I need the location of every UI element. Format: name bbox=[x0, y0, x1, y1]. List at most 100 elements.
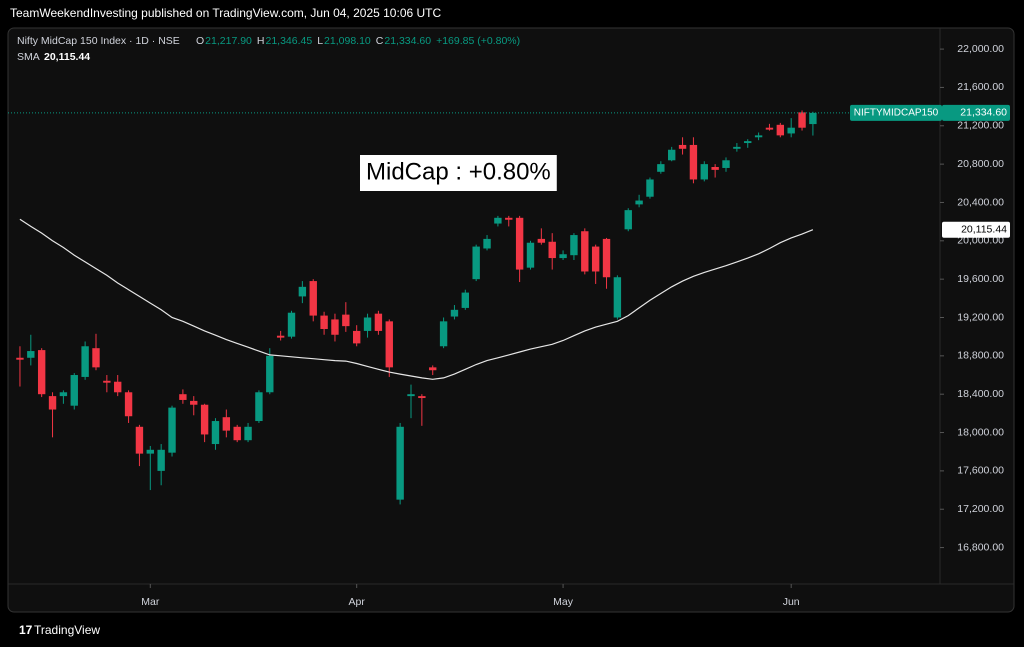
candle-body bbox=[505, 217, 513, 220]
candle-body bbox=[689, 144, 698, 180]
candle-body bbox=[255, 392, 263, 422]
candle-body bbox=[37, 350, 46, 395]
candle-body bbox=[276, 335, 285, 338]
symbol-tag bbox=[850, 104, 942, 121]
candle-body bbox=[200, 404, 209, 435]
ohlc-key: H bbox=[257, 35, 265, 47]
ohlc-value: 21,334.60 bbox=[384, 35, 431, 47]
candle-body bbox=[103, 380, 111, 383]
candle-body bbox=[602, 238, 611, 278]
y-tick-label: 16,800.00 bbox=[957, 541, 1004, 553]
candle-body bbox=[266, 355, 274, 393]
sma-price-label: 20,115.44 bbox=[961, 224, 1007, 236]
candle-body bbox=[16, 357, 24, 360]
candle-body bbox=[646, 179, 654, 197]
candle-body bbox=[309, 281, 317, 316]
candle-body bbox=[494, 217, 502, 224]
y-tick-label: 22,000.00 bbox=[957, 43, 1004, 55]
y-tick-label: 18,800.00 bbox=[957, 350, 1004, 362]
candle-body bbox=[635, 200, 643, 205]
candle-body bbox=[537, 238, 546, 243]
candle-body bbox=[244, 426, 252, 441]
annotation-box bbox=[360, 155, 557, 191]
y-tick-label: 18,400.00 bbox=[957, 388, 1004, 400]
candle-body bbox=[765, 127, 774, 130]
candle-body bbox=[809, 112, 817, 125]
ohlc-key: C bbox=[376, 35, 384, 47]
annotation: MidCap : +0.80% bbox=[366, 158, 551, 185]
sma-line bbox=[19, 218, 814, 380]
candle-body bbox=[591, 246, 600, 272]
candle-body bbox=[418, 396, 426, 399]
candle-body bbox=[570, 235, 578, 256]
candle-body bbox=[168, 407, 176, 453]
logo-mark: 17 bbox=[19, 623, 33, 637]
candle-body bbox=[81, 346, 89, 377]
y-tick-label: 17,600.00 bbox=[957, 465, 1004, 477]
legend: Nifty MidCap 150 Index · 1D · NSE SMA 20… bbox=[17, 35, 520, 63]
candle-body bbox=[59, 392, 68, 397]
candle-body bbox=[744, 141, 752, 144]
y-tick-label: 20,400.00 bbox=[957, 196, 1004, 208]
symbol-title: Nifty MidCap 150 Index · 1D · NSE bbox=[17, 35, 180, 47]
y-tick-label: 19,200.00 bbox=[957, 311, 1004, 323]
candle-body bbox=[657, 164, 665, 172]
ohlc-value: 21,346.45 bbox=[265, 35, 312, 47]
chart-frame bbox=[7, 27, 1015, 613]
candle-body bbox=[374, 313, 383, 331]
y-tick-label: 21,200.00 bbox=[957, 120, 1004, 132]
candle-body bbox=[722, 160, 730, 168]
candle-body bbox=[624, 210, 632, 230]
candle-body bbox=[352, 330, 361, 344]
sma-name: SMA bbox=[17, 51, 40, 63]
candle-body bbox=[613, 277, 622, 318]
x-tick-label: Mar bbox=[141, 596, 160, 608]
candle-body bbox=[331, 319, 339, 335]
last-price-label: 21,334.60 bbox=[960, 107, 1007, 119]
candle-body bbox=[146, 449, 154, 454]
candle-body bbox=[211, 421, 220, 445]
candle-body bbox=[114, 381, 122, 393]
candle-body bbox=[515, 217, 524, 270]
candle-body bbox=[298, 286, 307, 297]
sma-value: 20,115.44 bbox=[44, 51, 90, 63]
candle-body bbox=[190, 400, 198, 405]
sma-price-tag bbox=[942, 221, 1010, 238]
candle-body bbox=[157, 449, 165, 471]
candle-body bbox=[798, 112, 806, 128]
candle-body bbox=[559, 254, 567, 259]
y-tick-label: 21,600.00 bbox=[957, 81, 1004, 93]
x-tick-label: Jun bbox=[783, 596, 800, 608]
candle-body bbox=[385, 321, 393, 368]
candle-body bbox=[472, 246, 480, 280]
candle-body bbox=[787, 127, 795, 134]
candle-body bbox=[222, 417, 231, 431]
candle-body bbox=[439, 321, 448, 347]
candle-body bbox=[668, 149, 676, 161]
ohlc-key: O bbox=[196, 35, 204, 47]
candle-body bbox=[342, 314, 350, 327]
ohlc-key: L bbox=[317, 35, 323, 47]
y-tick-label: 18,000.00 bbox=[957, 426, 1004, 438]
candle-body bbox=[733, 146, 741, 149]
candle-body bbox=[678, 144, 687, 149]
candle-body bbox=[70, 375, 78, 406]
symbol-label: NIFTYMIDCAP150 bbox=[854, 108, 939, 119]
candle-body bbox=[135, 426, 144, 454]
candle-body bbox=[92, 348, 100, 368]
ohlc-value: 21,217.90 bbox=[205, 35, 252, 47]
candle-body bbox=[776, 124, 785, 136]
y-tick-label: 17,200.00 bbox=[957, 503, 1004, 515]
candle-body bbox=[548, 241, 556, 259]
candle-body bbox=[483, 238, 491, 249]
candle-body bbox=[754, 135, 763, 138]
candle-body bbox=[396, 426, 404, 500]
candle-body bbox=[429, 367, 437, 371]
candle-body bbox=[179, 394, 187, 400]
candle-body bbox=[407, 394, 415, 397]
candle-body bbox=[124, 392, 133, 417]
candle-body bbox=[287, 312, 296, 337]
candle-body bbox=[711, 167, 719, 170]
candle-body bbox=[450, 309, 459, 317]
